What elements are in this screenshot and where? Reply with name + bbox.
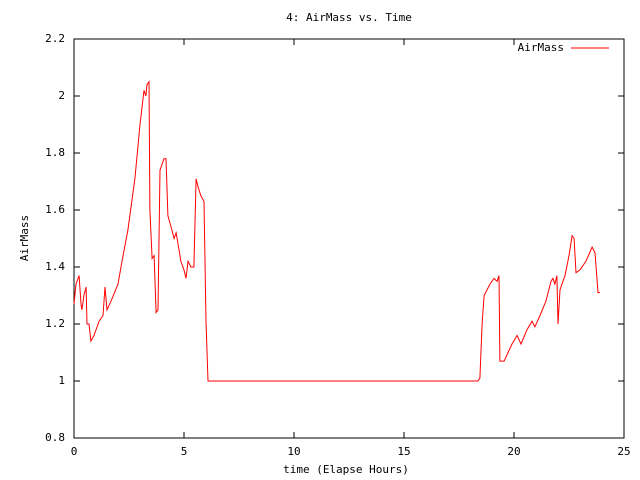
x-axis-label: time (Elapse Hours) [283, 463, 409, 476]
y-tick-label: 2 [58, 89, 65, 102]
x-tick-label: 15 [397, 445, 410, 458]
y-tick-label: 2.2 [45, 32, 65, 45]
y-tick-label: 1.8 [45, 146, 65, 159]
legend-label: AirMass [518, 41, 564, 54]
x-tick-label: 20 [507, 445, 520, 458]
y-tick-label: 0.8 [45, 431, 65, 444]
y-tick-label: 1 [58, 374, 65, 387]
x-tick-label: 0 [71, 445, 78, 458]
x-tick-label: 10 [287, 445, 300, 458]
data-line [73, 80, 600, 382]
y-tick-label: 1.4 [45, 260, 65, 273]
y-tick-label: 1.2 [45, 317, 65, 330]
x-tick-label: 25 [617, 445, 630, 458]
x-tick-label: 5 [181, 445, 188, 458]
chart-title: 4: AirMass vs. Time [286, 11, 412, 24]
plot-frame [73, 38, 625, 439]
y-tick-label: 1.6 [45, 203, 65, 216]
y-axis-label: AirMass [18, 215, 31, 261]
